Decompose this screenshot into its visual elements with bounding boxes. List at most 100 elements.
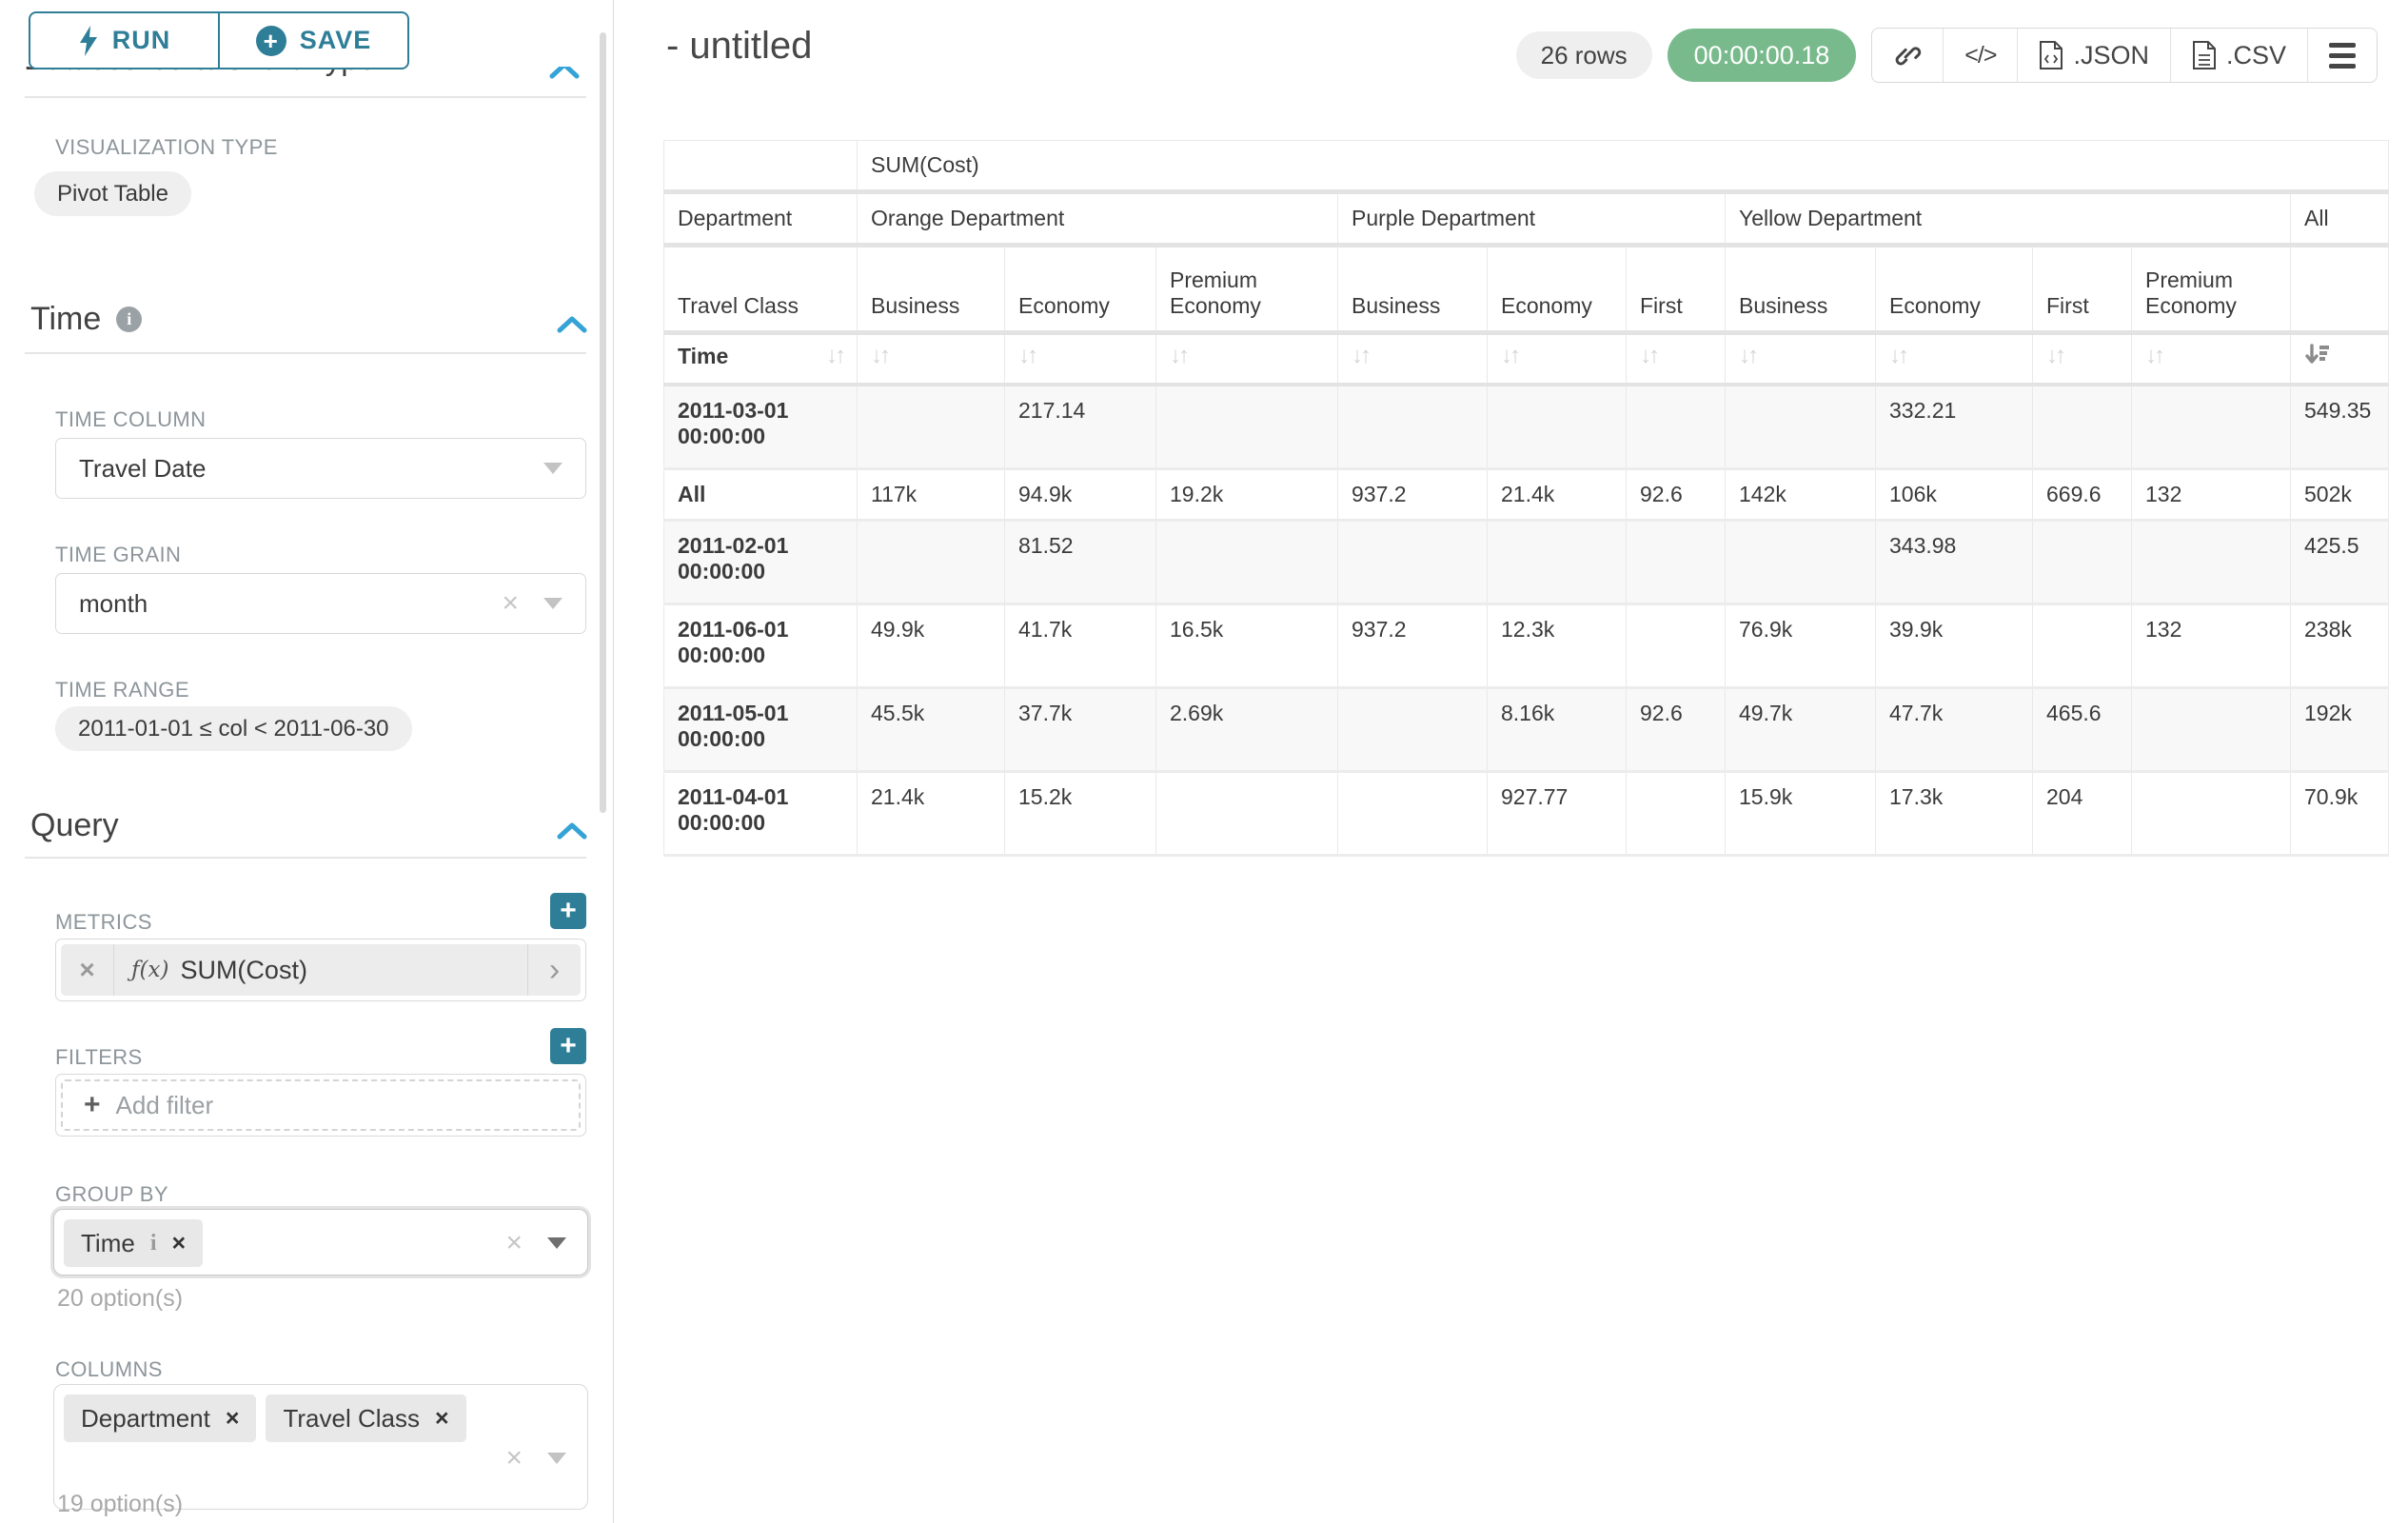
- cell: [2032, 384, 2132, 470]
- cell: 217.14: [1004, 384, 1156, 470]
- row-header: 2011-02-01 00:00:00: [663, 519, 858, 605]
- sort-icon[interactable]: ↓↑: [1889, 343, 1909, 368]
- clear-icon[interactable]: ×: [505, 1227, 523, 1258]
- group-by-tag[interactable]: Time i ×: [64, 1219, 204, 1267]
- filters-label: FILTERS: [55, 1045, 143, 1069]
- metric-pill[interactable]: × ƒ(x) SUM(Cost) ›: [61, 944, 581, 996]
- remove-tag-icon[interactable]: ×: [434, 1404, 449, 1432]
- sort-icon[interactable]: ↓↑: [1018, 343, 1038, 368]
- row-count-badge: 26 rows: [1515, 31, 1652, 79]
- run-button[interactable]: RUN: [30, 13, 218, 68]
- chevron-up-icon[interactable]: [556, 314, 588, 335]
- cell: [1487, 519, 1627, 605]
- metric-name: SUM(Cost): [180, 955, 307, 984]
- columns-tag[interactable]: Department ×: [64, 1394, 257, 1442]
- info-icon: i: [149, 1230, 157, 1256]
- chevron-up-icon[interactable]: [548, 67, 581, 80]
- divider: [25, 857, 586, 859]
- sort-icon[interactable]: ↓↑: [826, 343, 846, 368]
- cell: 332.21: [1875, 384, 2033, 470]
- sort-row: Time ↓↑ ↓↑ ↓↑ ↓↑ ↓↑ ↓↑ ↓↑ ↓↑ ↓↑ ↓↑ ↓↑: [663, 332, 2390, 386]
- run-save-button-group: RUN + SAVE: [29, 11, 409, 69]
- hamburger-menu-icon: [2329, 42, 2356, 69]
- chevron-right-icon[interactable]: ›: [527, 944, 581, 996]
- time-column-select[interactable]: Travel Date: [55, 438, 586, 499]
- cell: 238k: [2289, 603, 2390, 689]
- columns-select[interactable]: Department × Travel Class × ×: [53, 1384, 588, 1510]
- sort-icon[interactable]: ↓↑: [2046, 343, 2066, 368]
- add-filter-button[interactable]: + Add filter: [61, 1079, 581, 1131]
- cell: 49.9k: [857, 603, 1005, 689]
- column-header: Premium Economy: [1155, 245, 1338, 335]
- view-query-button[interactable]: </>: [1943, 29, 2017, 82]
- sort-icon[interactable]: ↓↑: [1170, 343, 1190, 368]
- sort-icon[interactable]: ↓↑: [871, 343, 891, 368]
- divider: [25, 352, 586, 354]
- save-button-label: SAVE: [299, 26, 372, 54]
- columns-tag[interactable]: Travel Class ×: [266, 1394, 466, 1442]
- time-section-heading[interactable]: Time i: [30, 301, 143, 338]
- travel-class-axis-label: Travel Class: [663, 245, 858, 335]
- corner-cell: [663, 140, 858, 194]
- column-header: Economy: [1004, 245, 1156, 335]
- viz-type-pill[interactable]: Pivot Table: [34, 171, 191, 216]
- cell: 92.6: [1626, 686, 1726, 773]
- save-button[interactable]: + SAVE: [218, 13, 407, 68]
- add-metric-button[interactable]: +: [550, 893, 586, 929]
- filters-control: + Add filter: [55, 1074, 586, 1137]
- department-header-row: Department Orange Department Purple Depa…: [663, 191, 2390, 247]
- cell: [1337, 770, 1488, 857]
- more-menu-button[interactable]: [2307, 29, 2377, 82]
- row-header: All: [663, 467, 858, 522]
- query-section-heading[interactable]: Query: [30, 807, 119, 844]
- cell: 37.7k: [1004, 686, 1156, 773]
- column-header: First: [2032, 245, 2132, 335]
- cell: [2032, 603, 2132, 689]
- add-filter-plus-button[interactable]: +: [550, 1028, 586, 1064]
- cell: [2131, 384, 2291, 470]
- scrollbar-thumb[interactable]: [600, 32, 606, 813]
- cell: 45.5k: [857, 686, 1005, 773]
- chevron-down-icon: [547, 1453, 566, 1464]
- clear-icon[interactable]: ×: [502, 587, 519, 619]
- cell: [1337, 519, 1488, 605]
- table-row: 2011-05-01 00:00:00 45.5k 37.7k 2.69k 8.…: [663, 686, 2390, 773]
- cell: [2131, 519, 2291, 605]
- columns-options-note: 19 option(s): [57, 1491, 184, 1517]
- cell: 192k: [2289, 686, 2390, 773]
- time-section-title: Time: [30, 301, 102, 337]
- sort-descending-active-icon[interactable]: [2304, 343, 2331, 369]
- run-button-label: RUN: [111, 26, 171, 54]
- chevron-up-icon[interactable]: [556, 821, 588, 841]
- time-range-pill[interactable]: 2011-01-01 ≤ col < 2011-06-30: [55, 706, 412, 751]
- cell: 81.52: [1004, 519, 1156, 605]
- sort-icon[interactable]: ↓↑: [1640, 343, 1660, 368]
- row-header: 2011-04-01 00:00:00: [663, 770, 858, 857]
- cell: 204: [2032, 770, 2132, 857]
- clear-icon[interactable]: ×: [505, 1442, 523, 1474]
- scrolled-section-clip: Datasource & Chart Type: [0, 67, 590, 84]
- remove-tag-icon[interactable]: ×: [225, 1404, 240, 1432]
- sort-icon[interactable]: ↓↑: [1739, 343, 1759, 368]
- column-group-header: Yellow Department: [1725, 191, 2291, 247]
- cell: 549.35: [2289, 384, 2390, 470]
- share-link-button[interactable]: [1872, 29, 1943, 82]
- cell: 12.3k: [1487, 603, 1627, 689]
- pivot-table-container: SUM(Cost) Department Orange Department P…: [663, 140, 2390, 857]
- cell: [1725, 519, 1876, 605]
- remove-tag-icon[interactable]: ×: [171, 1229, 187, 1256]
- time-grain-select[interactable]: month ×: [55, 573, 586, 634]
- sort-icon[interactable]: ↓↑: [1352, 343, 1372, 368]
- row-header: 2011-03-01 00:00:00: [663, 384, 858, 470]
- export-json-button[interactable]: .JSON: [2017, 29, 2170, 82]
- cell: [1487, 384, 1627, 470]
- remove-metric-icon[interactable]: ×: [61, 944, 114, 996]
- cell: 106k: [1875, 467, 2033, 522]
- sort-icon[interactable]: ↓↑: [2145, 343, 2165, 368]
- sort-icon[interactable]: ↓↑: [1501, 343, 1521, 368]
- lightning-icon: [79, 25, 97, 56]
- export-csv-button[interactable]: .CSV: [2169, 29, 2307, 82]
- group-by-select[interactable]: Time i × ×: [53, 1209, 588, 1276]
- cell: 92.6: [1626, 467, 1726, 522]
- cell: 937.2: [1337, 467, 1488, 522]
